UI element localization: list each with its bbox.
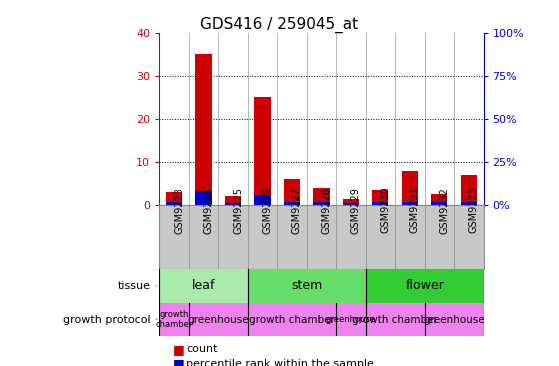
Bar (425, 303, 484, 336)
Text: GSM9232: GSM9232 (439, 187, 449, 234)
Text: growth chamber: growth chamber (352, 314, 438, 325)
Text: tissue: tissue (118, 281, 151, 291)
Bar (431, 202, 447, 205)
Text: GSM9227: GSM9227 (292, 187, 302, 234)
Bar (336, 303, 366, 336)
Bar (366, 269, 484, 303)
Bar (159, 303, 189, 336)
Text: GSM9230: GSM9230 (380, 187, 390, 234)
Text: GSM9225: GSM9225 (233, 187, 243, 234)
Bar (461, 202, 477, 205)
Bar (225, 196, 241, 205)
Text: ■: ■ (173, 357, 185, 366)
Bar (431, 194, 447, 205)
Text: GSM9229: GSM9229 (351, 187, 361, 234)
Bar (166, 192, 182, 205)
Bar (402, 202, 418, 205)
Bar (225, 203, 241, 205)
Bar (402, 171, 418, 205)
Text: greenhouse: greenhouse (187, 314, 249, 325)
Bar (313, 188, 329, 205)
Bar (248, 303, 336, 336)
Text: growth chamber: growth chamber (249, 314, 335, 325)
Bar (196, 191, 212, 205)
Bar (189, 303, 248, 336)
Bar (372, 202, 389, 205)
Bar (284, 202, 300, 205)
Bar (166, 202, 182, 205)
Text: leaf: leaf (192, 279, 215, 292)
Text: percentile rank within the sample: percentile rank within the sample (186, 359, 374, 366)
Bar (196, 55, 212, 205)
Bar (313, 202, 329, 205)
Text: ■: ■ (173, 343, 185, 356)
Bar (372, 190, 389, 205)
Text: greenhouse: greenhouse (326, 315, 376, 324)
Bar (366, 303, 425, 336)
Text: GSM9223: GSM9223 (174, 187, 184, 234)
Text: greenhouse: greenhouse (423, 314, 485, 325)
Bar (461, 175, 477, 205)
Bar (343, 198, 359, 205)
Bar (159, 269, 248, 303)
Text: GSM9226: GSM9226 (263, 187, 272, 234)
Text: GSM9228: GSM9228 (321, 187, 331, 234)
Text: growth
chamber: growth chamber (155, 310, 193, 329)
Text: stem: stem (291, 279, 323, 292)
Text: GDS416 / 259045_at: GDS416 / 259045_at (201, 16, 358, 33)
Bar (254, 97, 271, 205)
Text: growth protocol: growth protocol (63, 314, 151, 325)
Text: GSM9231: GSM9231 (410, 187, 420, 234)
Text: GSM9224: GSM9224 (203, 187, 214, 234)
Bar (343, 203, 359, 205)
Text: GSM9233: GSM9233 (469, 187, 479, 234)
Text: flower: flower (405, 279, 444, 292)
Text: count: count (186, 344, 217, 354)
Bar (284, 179, 300, 205)
Bar (248, 269, 366, 303)
Bar (254, 195, 271, 205)
